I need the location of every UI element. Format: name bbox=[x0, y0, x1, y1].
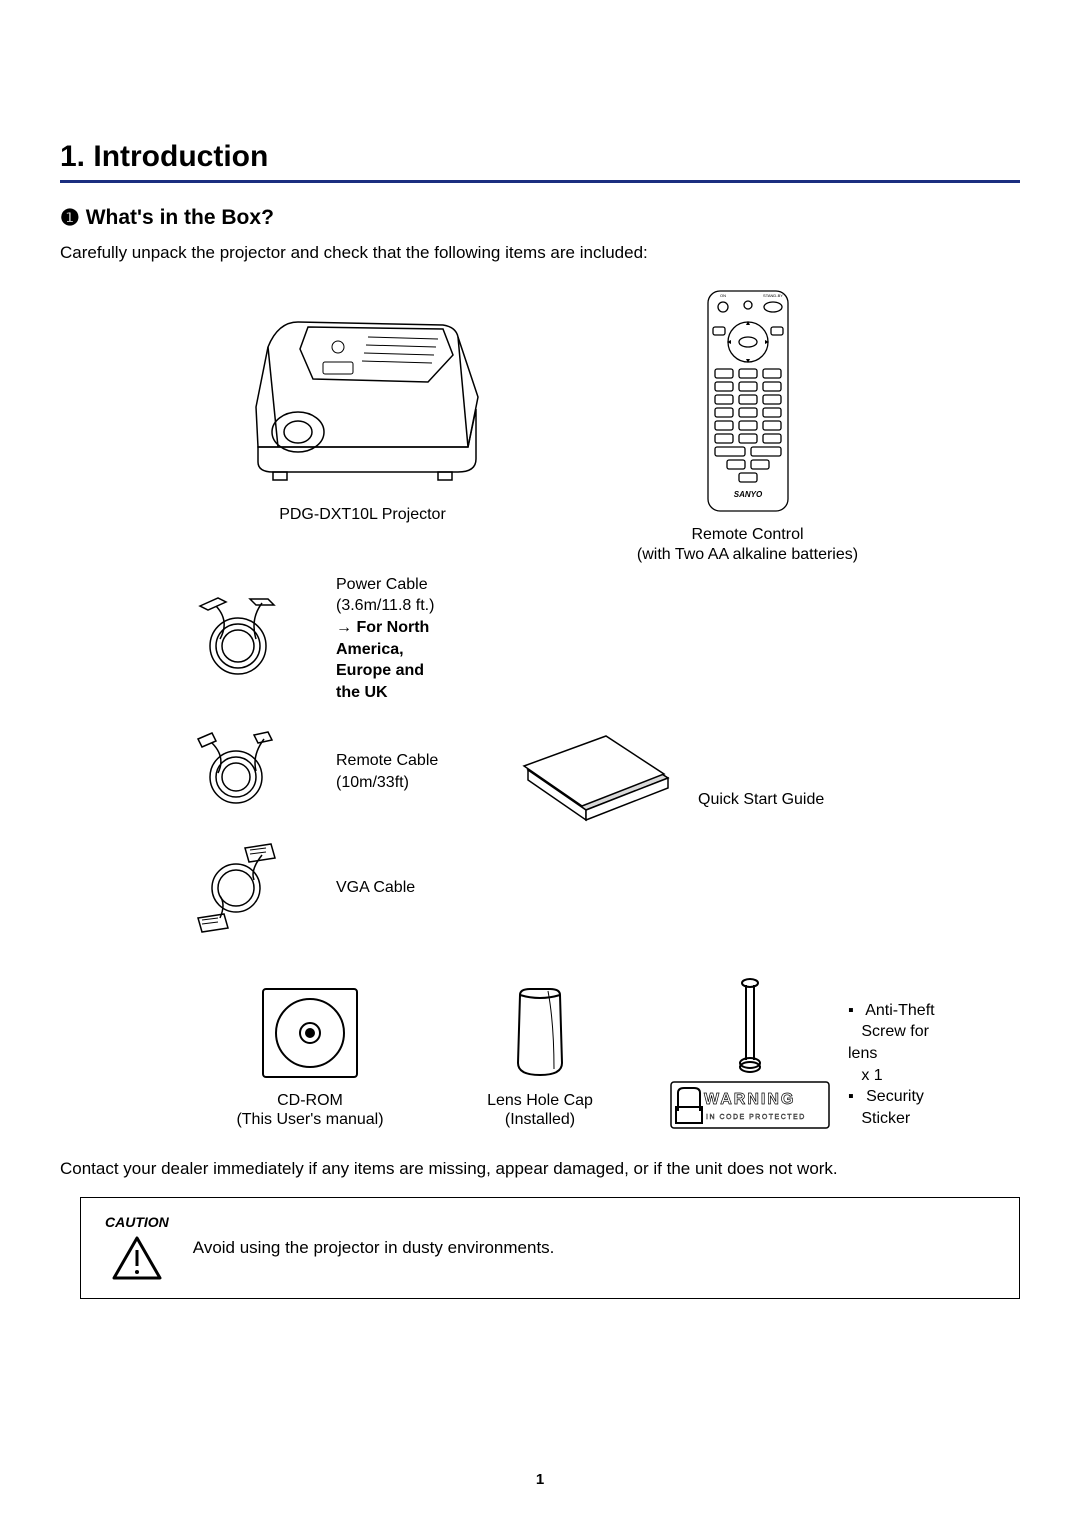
page-number: 1 bbox=[0, 1471, 1080, 1488]
accessory-list: Anti-Theft Screw for lens x 1 Security S… bbox=[848, 1000, 960, 1130]
lenscap-cell: Lens Hole Cap (Installed) bbox=[430, 983, 650, 1130]
acc1-l2: Screw for lens bbox=[848, 1023, 929, 1062]
remote-icon: ON STAND-BY bbox=[703, 287, 793, 517]
cdrom-caption1: CD-ROM bbox=[277, 1091, 343, 1112]
vga-cable-label: VGA Cable bbox=[336, 877, 470, 899]
warning-subtext: IN CODE PROTECTED bbox=[706, 1114, 806, 1121]
chapter-title: 1. Introduction bbox=[60, 140, 1020, 174]
warning-text: WARNING bbox=[704, 1091, 795, 1108]
projector-cell: PDG-DXT10L Projector bbox=[190, 287, 535, 564]
projector-icon bbox=[228, 287, 498, 497]
caution-text: Avoid using the projector in dusty envir… bbox=[193, 1238, 555, 1258]
remote-cable-line2: (10m/33ft) bbox=[336, 774, 409, 791]
svg-text:SANYO: SANYO bbox=[733, 490, 762, 499]
section-title: ❶ What's in the Box? bbox=[60, 205, 1020, 231]
power-cable-label: Power Cable (3.6m/11.8 ft.) → For North … bbox=[336, 574, 470, 704]
cdrom-icon bbox=[255, 983, 365, 1083]
remote-cable-line1: Remote Cable bbox=[336, 752, 438, 769]
remote-caption-1: Remote Control bbox=[691, 525, 803, 546]
lenscap-caption1: Lens Hole Cap bbox=[487, 1091, 593, 1112]
power-cable-bold2: America, bbox=[336, 641, 404, 658]
quick-start-icon bbox=[510, 730, 680, 870]
svg-text:ON: ON bbox=[720, 293, 726, 298]
quick-start-label: Quick Start Guide bbox=[698, 789, 824, 811]
cdrom-caption2: (This User's manual) bbox=[236, 1111, 383, 1129]
section-title-text: What's in the Box? bbox=[86, 206, 274, 229]
warning-sticker-icon: WARNING IN CODE PROTECTED bbox=[670, 1081, 830, 1129]
contact-text: Contact your dealer immediately if any i… bbox=[60, 1159, 1020, 1179]
caution-box: CAUTION Avoid using the projector in dus… bbox=[80, 1197, 1020, 1299]
screw-icon bbox=[735, 975, 765, 1075]
acc2-l1: Security bbox=[866, 1088, 924, 1105]
chapter-rule bbox=[60, 180, 1020, 183]
remote-cable-label: Remote Cable (10m/33ft) bbox=[336, 750, 470, 793]
caution-label: CAUTION bbox=[105, 1214, 169, 1230]
power-cable-line2: (3.6m/11.8 ft.) bbox=[336, 597, 434, 614]
power-cable-bold1: → For North bbox=[336, 619, 429, 636]
remote-cable-icon bbox=[190, 729, 285, 814]
cdrom-cell: CD-ROM (This User's manual) bbox=[210, 983, 410, 1130]
accessory-item-2: Security Sticker bbox=[848, 1086, 960, 1129]
remote-cell: ON STAND-BY bbox=[575, 287, 920, 564]
lenscap-caption2: (Installed) bbox=[505, 1111, 575, 1129]
lenscap-icon bbox=[500, 983, 580, 1083]
accessories-cell: WARNING IN CODE PROTECTED Anti-Theft Scr… bbox=[670, 975, 960, 1129]
power-cable-icon bbox=[190, 591, 285, 686]
power-cable-bold3: Europe and bbox=[336, 662, 424, 679]
power-cable-line1: Power Cable bbox=[336, 576, 428, 593]
accessory-item-1: Anti-Theft Screw for lens x 1 bbox=[848, 1000, 960, 1086]
projector-caption: PDG-DXT10L Projector bbox=[279, 505, 446, 526]
remote-caption-2: (with Two AA alkaline batteries) bbox=[637, 546, 858, 564]
svg-text:STAND-BY: STAND-BY bbox=[763, 293, 783, 298]
power-cable-bold4: the UK bbox=[336, 684, 388, 701]
section-bullet: ❶ bbox=[60, 205, 80, 231]
acc1-l3: x 1 bbox=[861, 1067, 882, 1084]
acc1-l1: Anti-Theft bbox=[865, 1002, 934, 1019]
intro-text: Carefully unpack the projector and check… bbox=[60, 243, 1020, 263]
vga-cable-icon bbox=[190, 840, 285, 935]
caution-icon bbox=[110, 1234, 164, 1282]
acc2-l2: Sticker bbox=[861, 1110, 910, 1127]
